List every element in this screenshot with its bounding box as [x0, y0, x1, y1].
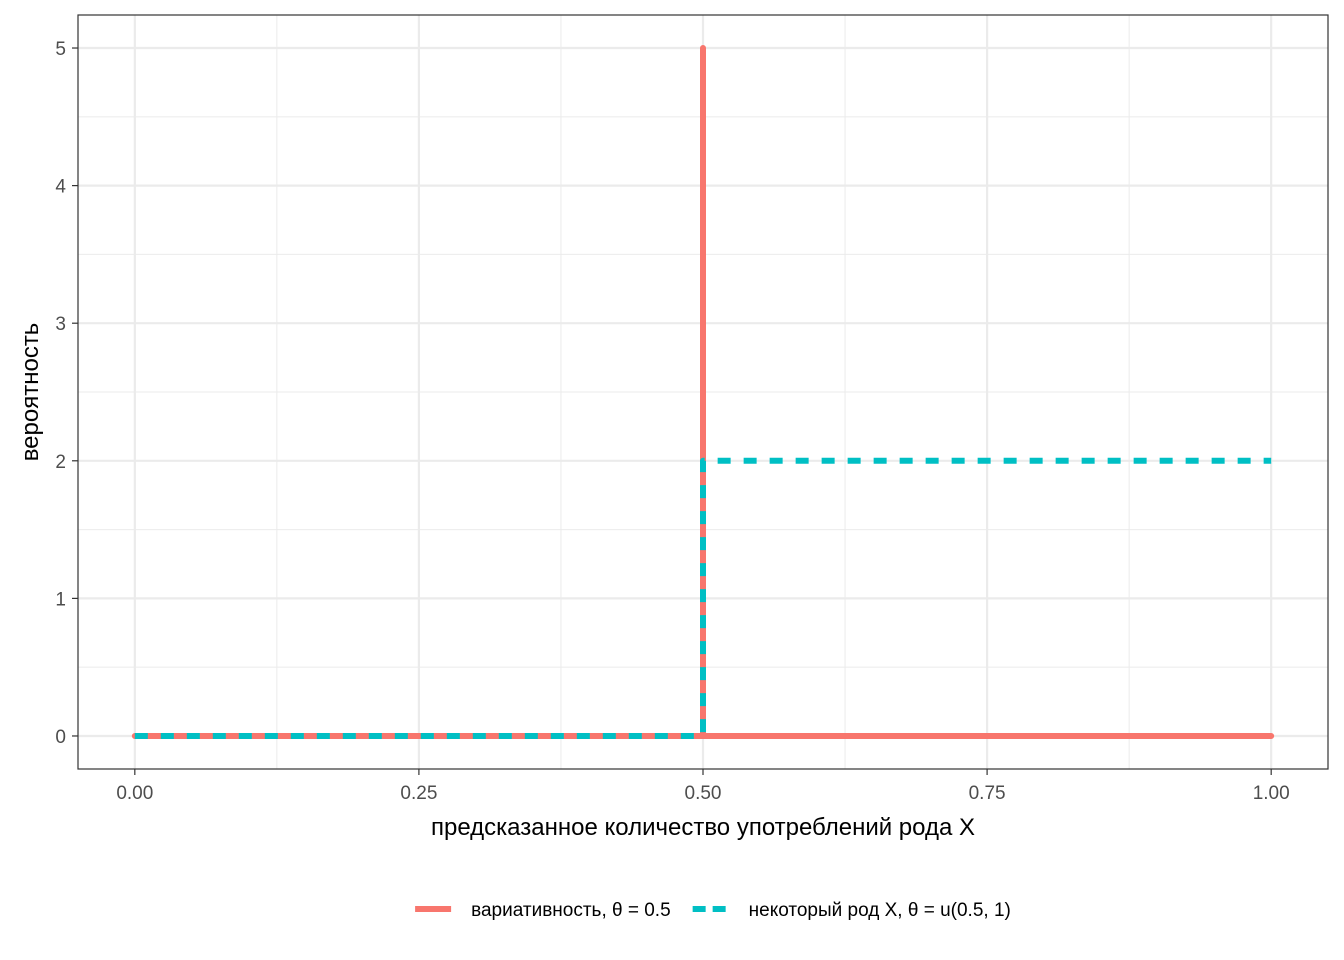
x-tick-label: 0.00	[116, 783, 153, 804]
y-tick-label: 1	[55, 589, 66, 610]
y-tick-label: 2	[55, 452, 66, 473]
legend-label-2: некоторый род X, θ = u(0.5, 1)	[749, 900, 1011, 921]
x-tick-label: 0.50	[685, 783, 722, 804]
series-line-1	[131, 45, 1275, 739]
y-tick-label: 0	[55, 727, 66, 748]
series-line-2	[134, 457, 1272, 739]
y-tick-label: 3	[55, 314, 66, 335]
series-layer	[131, 45, 1275, 739]
legend: вариативность, θ = 0.5 некоторый род X, θ…	[415, 900, 1011, 921]
axis-ticks: 0.00 0.25 0.50 0.75 1.00 0 1 2 3 4 5	[55, 39, 1289, 804]
x-tick-label: 0.75	[969, 783, 1006, 804]
x-tick-label: 0.25	[400, 783, 437, 804]
y-axis-title: вероятность	[17, 323, 44, 462]
x-axis-title: предсказанное количество употреблений ро…	[431, 814, 975, 841]
legend-label-1: вариативность, θ = 0.5	[471, 900, 671, 921]
x-tick-label: 1.00	[1253, 783, 1290, 804]
y-tick-label: 5	[55, 39, 66, 60]
y-tick-label: 4	[55, 177, 66, 198]
